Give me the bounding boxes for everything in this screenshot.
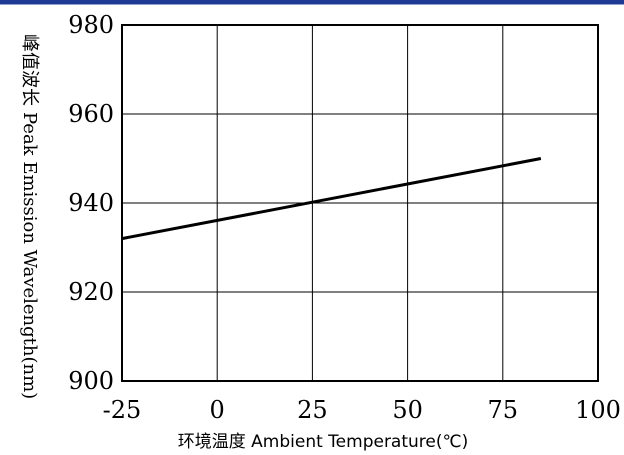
x-tick-label: 50 [392, 396, 423, 424]
x-tick-label: 0 [210, 396, 225, 424]
y-ticks: 900 920 940 960 980 [68, 11, 114, 395]
y-axis-label-en: Peak Emission Wavelength(nm) [19, 112, 40, 399]
top-band [0, 0, 624, 4]
y-tick-label: 960 [68, 100, 114, 128]
y-tick-label: 940 [68, 189, 114, 217]
plot-frame [121, 24, 599, 382]
y-tick-label: 900 [68, 367, 114, 395]
grid [122, 25, 598, 381]
x-axis-label: 环境温度 Ambient Temperature(℃) [178, 432, 468, 452]
x-tick-label: 25 [297, 396, 328, 424]
y-axis-label: 峰值波长 Peak Emission Wavelength(nm) [19, 34, 40, 399]
x-tick-label: -25 [103, 396, 142, 424]
y-tick-label: 980 [68, 11, 114, 39]
y-axis-label-cn: 峰值波长 [19, 34, 40, 106]
y-tick-label: 920 [68, 278, 114, 306]
series-line [121, 157, 542, 241]
x-tick-label: 75 [488, 396, 519, 424]
x-tick-label: 100 [575, 396, 621, 424]
x-ticks: -25 0 25 50 75 100 [103, 396, 621, 424]
